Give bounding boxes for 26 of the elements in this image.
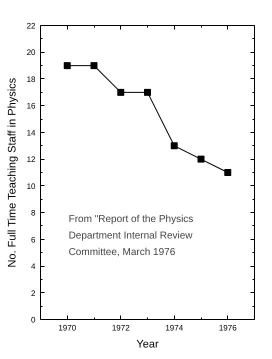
y-tick-label: 4 (31, 262, 36, 272)
point (90, 62, 98, 70)
x-tick-label: 1976 (218, 324, 238, 332)
y-tick-label: 22 (26, 22, 36, 30)
point (170, 142, 178, 150)
y-tick-label: 20 (26, 48, 36, 58)
y-tick-label: 14 (26, 128, 36, 138)
y-tick-label: 8 (31, 208, 36, 218)
y-tick-label: 0 (31, 316, 36, 324)
y-tick-label: 10 (26, 182, 36, 191)
x-tick-label: 1974 (165, 324, 184, 332)
annotation: From "Report of the Physics Department Internal Review Committee, March 1976 (68, 214, 194, 258)
point (144, 88, 151, 96)
y-tick-label: 2 (31, 288, 36, 298)
x-tick-label: 1970 (58, 324, 77, 332)
point (117, 88, 124, 96)
y-tick-label: 6 (31, 235, 36, 244)
y-tick-label: 16 (26, 102, 36, 111)
y-axis-title: No. Full Time Teaching Staff in Physics (6, 77, 19, 268)
point (224, 169, 232, 176)
y-tick-label: 18 (26, 74, 36, 84)
point (64, 62, 71, 70)
x-axis-title: Year (136, 338, 159, 350)
x-tick-label: 1972 (112, 324, 130, 332)
y-tick-label: 12 (26, 155, 36, 164)
point (198, 156, 204, 163)
